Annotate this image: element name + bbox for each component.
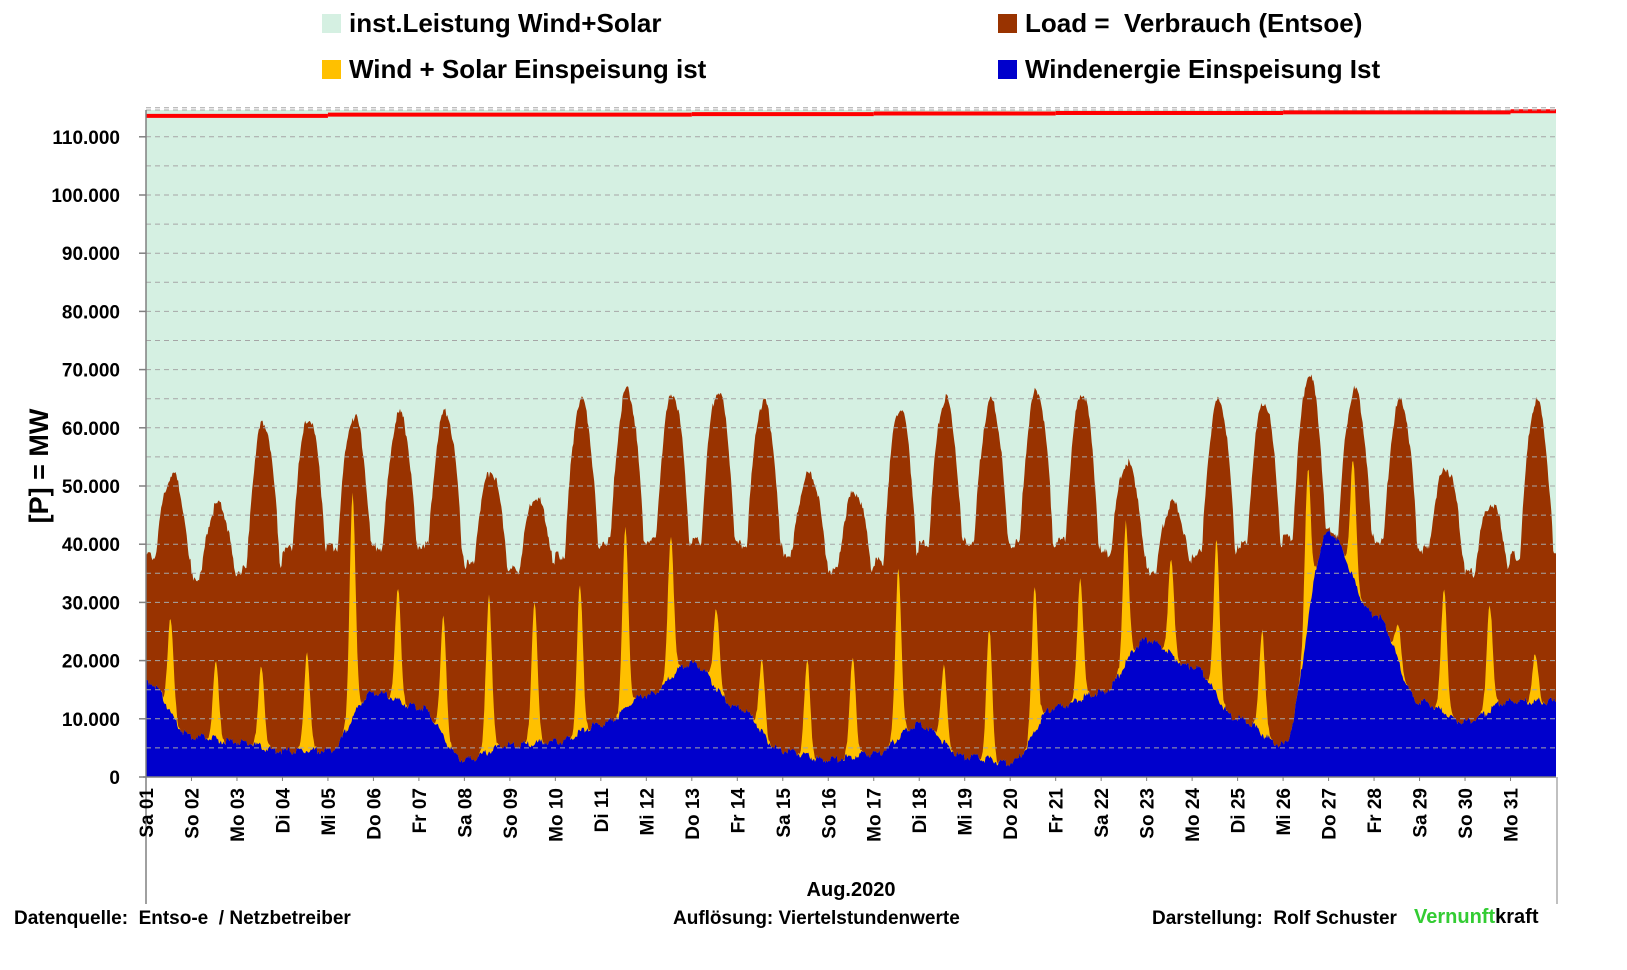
- x-tick-label: Mo 03: [228, 788, 249, 842]
- y-axis-label: [P] = MW: [24, 408, 54, 523]
- x-tick-label: So 16: [819, 788, 840, 839]
- x-tick-label: Fr 07: [410, 788, 431, 833]
- x-tick-label: Mi 12: [637, 788, 658, 836]
- x-tick-label: Di 11: [592, 788, 613, 833]
- y-tick-label: 110.000: [52, 128, 120, 149]
- x-tick-label: Mi 26: [1274, 788, 1295, 836]
- x-tick-label: Fr 14: [728, 788, 749, 834]
- x-tick-label: Sa 15: [774, 788, 795, 838]
- x-tick-label: Mo 24: [1183, 788, 1204, 842]
- x-tick-label: Sa 29: [1411, 788, 1432, 838]
- x-tick-label: Do 13: [683, 788, 704, 840]
- x-tick-label: Mo 31: [1502, 788, 1523, 842]
- x-tick-label: Mo 17: [865, 788, 886, 842]
- x-tick-label: Mi 05: [319, 788, 340, 836]
- x-tick-label: Mi 19: [956, 788, 977, 836]
- x-axis-label: Aug.2020: [807, 879, 896, 901]
- legend-swatch-wind-solar: [322, 60, 341, 79]
- y-tick-label: 70.000: [62, 361, 120, 382]
- x-tick-label: Di 25: [1229, 788, 1250, 834]
- y-tick-label: 100.000: [51, 186, 120, 207]
- x-tick-label: Sa 01: [137, 788, 158, 838]
- x-tick-label: So 23: [1138, 788, 1159, 839]
- y-tick-label: 40.000: [62, 535, 120, 556]
- y-tick-label: 0: [109, 768, 120, 789]
- gridlines: [146, 107, 1556, 749]
- legend-label-load: Load = Verbrauch (Entsoe): [1025, 8, 1363, 38]
- legend-item-load: Load = Verbrauch (Entsoe): [998, 8, 1362, 39]
- legend-item-installed-capacity: inst.Leistung Wind+Solar: [322, 8, 662, 39]
- x-tick-label: Di 04: [273, 788, 294, 834]
- legend-label-wind-solar: Wind + Solar Einspeisung ist: [349, 54, 707, 84]
- legend-swatch-load: [998, 14, 1017, 33]
- y-tick-label: 80.000: [62, 302, 120, 323]
- legend-item-wind: Windenergie Einspeisung Ist: [998, 54, 1380, 85]
- load-area: [146, 374, 1556, 777]
- x-tick-label: So 09: [501, 788, 522, 839]
- axes: 0 10.000 20.000 30.000 40.000 50.000 60.000 70.…: [51, 110, 1558, 904]
- y-tick-label: 30.000: [62, 593, 120, 614]
- x-tick-label: So 30: [1456, 788, 1477, 839]
- legend-label-installed: inst.Leistung Wind+Solar: [349, 8, 662, 38]
- legend-swatch-installed: [322, 14, 341, 33]
- x-tick-label: Fr 28: [1365, 788, 1386, 833]
- x-tick-label: Sa 08: [455, 788, 476, 838]
- x-tick-label: Do 20: [1001, 788, 1022, 840]
- x-tick-label: Sa 22: [1092, 788, 1113, 838]
- x-tick-label: Do 06: [364, 788, 385, 840]
- wind-area: [146, 529, 1556, 777]
- y-tick-label: 60.000: [62, 419, 120, 440]
- x-tick-label: Di 18: [910, 788, 931, 833]
- y-tick-label: 50.000: [62, 477, 120, 498]
- footer-author: Darstellung: Rolf Schuster: [1152, 908, 1397, 929]
- footer-resolution: Auflösung: Viertelstundenwerte: [673, 908, 960, 929]
- y-tick-label: 10.000: [62, 710, 120, 731]
- plot-layer: [146, 109, 1556, 777]
- x-tick-label: Fr 21: [1047, 788, 1068, 834]
- legend-item-wind-solar: Wind + Solar Einspeisung ist: [322, 54, 706, 85]
- footer-brand: Vernunftkraft: [1414, 906, 1538, 929]
- brand-kraft: kraft: [1495, 906, 1539, 928]
- brand-vernunft: Vernunft: [1414, 906, 1496, 928]
- legend-label-wind: Windenergie Einspeisung Ist: [1025, 54, 1381, 84]
- legend-swatch-wind: [998, 60, 1017, 79]
- x-tick-label: Do 27: [1320, 788, 1341, 840]
- y-tick-label: 90.000: [62, 244, 120, 265]
- x-tick-label: So 02: [182, 788, 203, 839]
- x-tick-label: Mo 10: [546, 788, 567, 842]
- y-tick-label: 20.000: [62, 652, 120, 673]
- footer-source: Datenquelle: Entso-e / Netzbetreiber: [14, 908, 351, 929]
